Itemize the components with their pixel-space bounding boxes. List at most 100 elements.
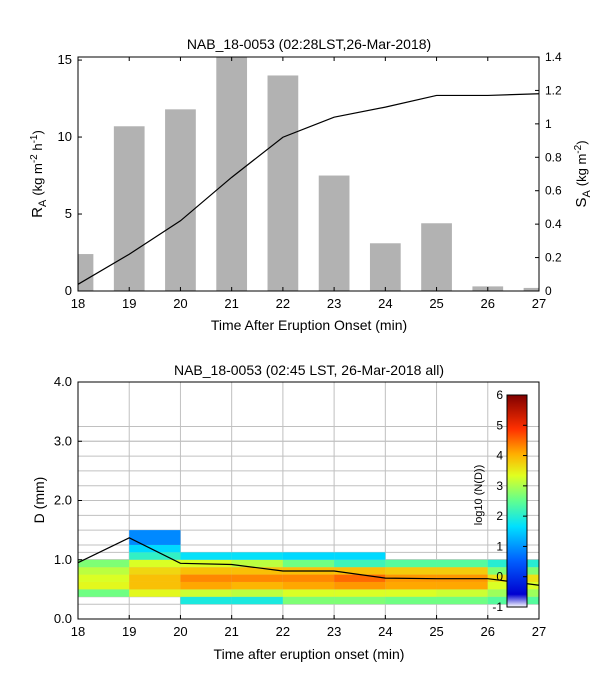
colorbar-tick-label: 2 bbox=[496, 509, 503, 523]
heatmap-cell bbox=[334, 574, 386, 582]
heatmap-cell bbox=[282, 574, 335, 582]
x-tick-label: 23 bbox=[327, 624, 341, 639]
top-xticks: 18 19 20 21 22 23 24 25 26 27 bbox=[71, 57, 546, 311]
heatmap-cell bbox=[436, 596, 488, 605]
top-ylabel-right: SA(kg m-2) bbox=[573, 140, 593, 207]
heatmap-cell bbox=[180, 589, 232, 597]
bottom-ylabel: D (mm) bbox=[31, 477, 47, 524]
y-tick-right-label: 1.2 bbox=[545, 83, 562, 97]
heatmap-cell bbox=[129, 552, 181, 560]
y-tick-left-label: 0 bbox=[65, 283, 72, 298]
heatmap-cell bbox=[282, 589, 335, 597]
x-tick-label: 22 bbox=[276, 624, 290, 639]
heatmap-cell bbox=[282, 596, 335, 605]
heatmap-cell bbox=[334, 552, 386, 560]
top-plot-area bbox=[78, 57, 539, 291]
colorbar-tick-label: 5 bbox=[496, 418, 503, 432]
x-tick-label: 20 bbox=[173, 296, 187, 311]
y-tick-label: 3.0 bbox=[54, 433, 72, 448]
heatmap-cell bbox=[78, 581, 130, 590]
bar bbox=[369, 243, 401, 291]
y-tick-left-label: 15 bbox=[58, 52, 72, 67]
heatmap-cell bbox=[231, 581, 283, 590]
y-tick-label: 1.0 bbox=[54, 552, 72, 567]
y-tick-left-label: 10 bbox=[58, 129, 72, 144]
y-tick-right-label: 0.8 bbox=[545, 150, 562, 164]
y-tick-left-label: 5 bbox=[65, 206, 72, 221]
bottom-panel: NAB_18-0053 (02:45 LST, 26-Mar-2018 all)… bbox=[31, 362, 546, 662]
bar bbox=[421, 223, 452, 291]
bar bbox=[78, 254, 94, 291]
top-title: NAB_18-0053 (02:28LST,26-Mar-2018) bbox=[187, 36, 431, 52]
top-panel: NAB_18-0053 (02:28LST,26-Mar-2018) 18 19 2… bbox=[29, 36, 593, 333]
heatmap-cell bbox=[129, 530, 181, 545]
heatmap-cell bbox=[282, 581, 335, 590]
y-tick-right-label: 1 bbox=[545, 117, 552, 131]
bottom-title: NAB_18-0053 (02:45 LST, 26-Mar-2018 all) bbox=[174, 362, 444, 378]
top-yticks-left: 0 5 10 15 bbox=[58, 52, 82, 298]
colorbar-tick-label: 1 bbox=[496, 539, 503, 553]
x-tick-label: 26 bbox=[481, 624, 495, 639]
x-tick-label: 21 bbox=[224, 624, 238, 639]
y-tick-right-label: 1.4 bbox=[545, 50, 562, 64]
x-tick-label: 21 bbox=[224, 296, 238, 311]
heatmap-cell bbox=[129, 581, 181, 590]
bottom-yticks: 0.0 1.0 2.0 3.0 4.0 bbox=[54, 374, 82, 626]
heatmap-cell bbox=[282, 559, 335, 568]
top-xlabel: Time After Eruption Onset (min) bbox=[211, 317, 407, 333]
bar bbox=[216, 57, 248, 291]
bar bbox=[267, 75, 299, 291]
heatmap-cell bbox=[385, 589, 437, 597]
heatmap-cell bbox=[129, 567, 181, 575]
heatmap-cell bbox=[231, 596, 283, 605]
heatmap-cell bbox=[334, 559, 386, 568]
heatmap-cell bbox=[436, 581, 488, 590]
heatmap-cell bbox=[129, 559, 181, 568]
x-tick-label: 26 bbox=[481, 296, 495, 311]
heatmap-cell bbox=[231, 589, 283, 597]
bar bbox=[113, 126, 145, 292]
bar bbox=[523, 287, 539, 291]
heatmap-cell bbox=[436, 559, 488, 568]
top-yticks-right: 0 0.2 0.4 0.6 0.8 1 1.2 1.4 bbox=[535, 50, 562, 298]
y-tick-label: 0.0 bbox=[54, 611, 72, 626]
x-tick-label: 23 bbox=[327, 296, 341, 311]
y-tick-right-label: 0 bbox=[545, 284, 552, 298]
bar bbox=[318, 175, 350, 291]
x-tick-label: 19 bbox=[122, 624, 136, 639]
heatmap-cell bbox=[436, 589, 488, 597]
x-tick-label: 22 bbox=[276, 296, 290, 311]
bottom-xticks: 18 19 20 21 22 23 24 25 26 27 bbox=[71, 615, 546, 639]
heatmap-cell bbox=[436, 567, 488, 575]
x-tick-label: 24 bbox=[378, 296, 392, 311]
heatmap-cell bbox=[385, 581, 437, 590]
heatmap-cell bbox=[385, 596, 437, 605]
x-tick-label: 24 bbox=[378, 624, 392, 639]
top-ylabel-left: RA(kg m-2 h-1) bbox=[29, 130, 49, 218]
top-plot-frame bbox=[77, 56, 540, 292]
heatmap-cell bbox=[334, 581, 386, 590]
y-tick-label: 4.0 bbox=[54, 374, 72, 389]
x-tick-label: 27 bbox=[532, 296, 546, 311]
heatmap-cell bbox=[231, 574, 283, 582]
mean-diameter-line bbox=[77, 537, 540, 586]
heatmap-cell bbox=[78, 574, 130, 582]
colorbar-tick-label: 0 bbox=[496, 570, 503, 584]
heatmap-cell bbox=[231, 559, 283, 568]
heatmap-cell bbox=[180, 567, 232, 575]
x-tick-label: 18 bbox=[71, 624, 85, 639]
heatmap-cell bbox=[231, 552, 283, 560]
y-tick-label: 2.0 bbox=[54, 493, 72, 508]
heatmap-cell bbox=[180, 574, 232, 582]
heatmap-cell bbox=[180, 581, 232, 590]
heatmap-cell bbox=[334, 589, 386, 597]
x-tick-label: 27 bbox=[532, 624, 546, 639]
heatmap-cell bbox=[334, 596, 386, 605]
heatmap-cell bbox=[78, 567, 130, 575]
heatmap-cell bbox=[385, 559, 437, 568]
cumulative-line bbox=[77, 93, 540, 285]
heatmap-cell bbox=[231, 567, 283, 575]
heatmap-cell bbox=[385, 567, 437, 575]
heatmap-cell bbox=[282, 552, 335, 560]
